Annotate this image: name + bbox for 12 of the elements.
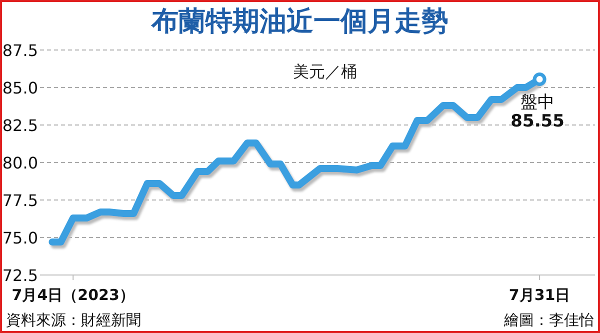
y-tick-label: 72.5: [2, 266, 38, 285]
x-tick-label: 7月4日（2023）: [12, 286, 134, 304]
y-tick-label: 75.0: [2, 228, 38, 248]
y-tick-label: 80.0: [2, 154, 38, 172]
title: 布蘭特期油近一個月走勢: [152, 6, 448, 37]
ylabel: 美元／桶: [293, 62, 357, 81]
y-tick-label: 82.5: [2, 116, 38, 135]
x-tick-label: 7月31日: [508, 286, 570, 304]
y-tick-label: 85.0: [2, 78, 38, 98]
annotation: 盤中 85.55: [510, 92, 564, 132]
y-tick-label: 87.5: [2, 41, 38, 60]
y-tick-label: 77.5: [2, 191, 38, 210]
